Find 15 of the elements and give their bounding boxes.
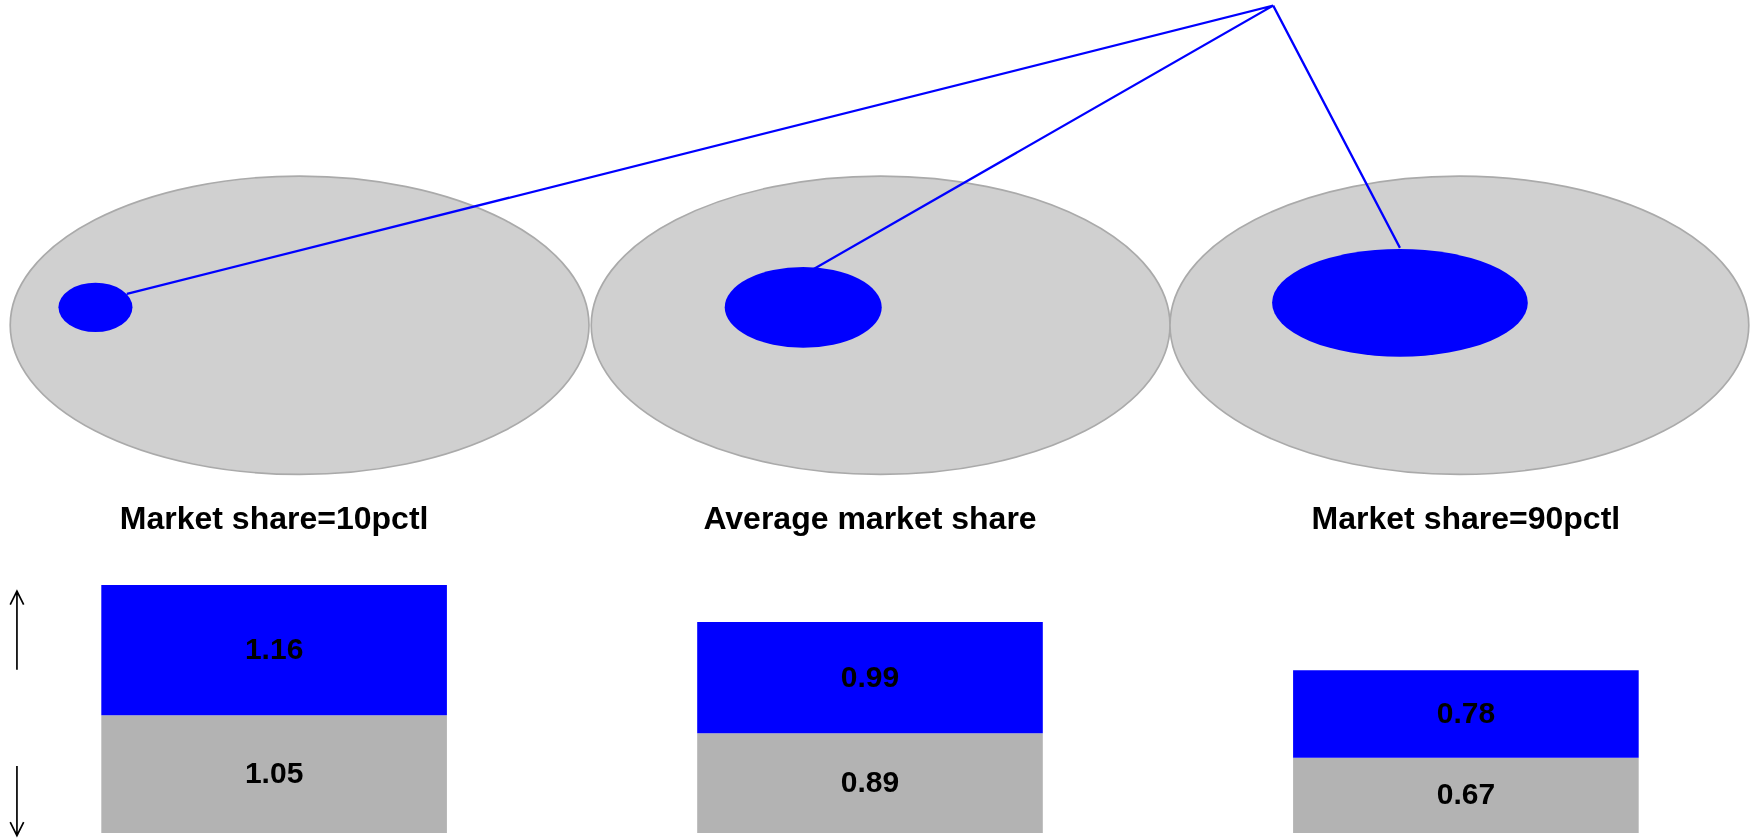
- bar: [101, 715, 447, 833]
- x-tick-label: Market share=10pctl: [119, 499, 429, 536]
- data-label: 1.05: [244, 756, 304, 790]
- data-label: 1.16: [244, 632, 304, 666]
- data-label: 0.78: [1436, 696, 1496, 730]
- data-label: 0.89: [840, 765, 900, 799]
- bar: [697, 733, 1043, 833]
- bar: [1293, 757, 1639, 833]
- bar: [697, 622, 1043, 734]
- bar: [101, 585, 447, 716]
- data-label: 0.67: [1436, 777, 1496, 811]
- bar: [1293, 670, 1639, 758]
- x-tick-label: Market share=90pctl: [1311, 499, 1621, 536]
- data-label: 0.99: [840, 659, 900, 693]
- x-tick-label: Average market share: [703, 499, 1037, 536]
